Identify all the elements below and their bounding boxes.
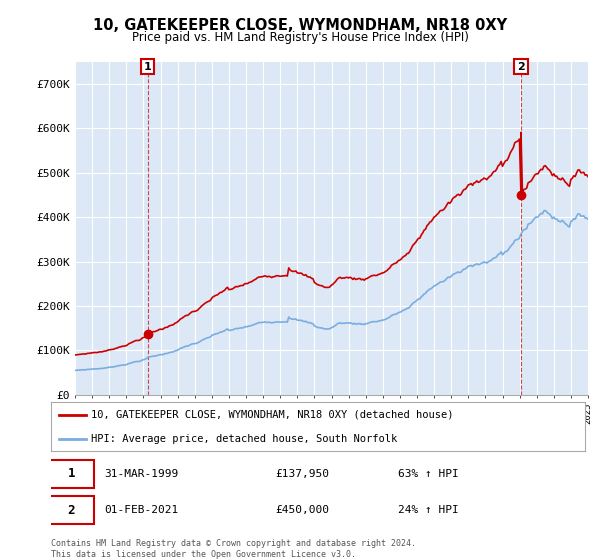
Text: 31-MAR-1999: 31-MAR-1999 — [104, 469, 179, 479]
Text: Price paid vs. HM Land Registry's House Price Index (HPI): Price paid vs. HM Land Registry's House … — [131, 31, 469, 44]
Text: 10, GATEKEEPER CLOSE, WYMONDHAM, NR18 0XY: 10, GATEKEEPER CLOSE, WYMONDHAM, NR18 0X… — [93, 18, 507, 33]
Text: 1: 1 — [68, 467, 75, 480]
Text: 01-FEB-2021: 01-FEB-2021 — [104, 505, 179, 515]
Text: 24% ↑ HPI: 24% ↑ HPI — [398, 505, 459, 515]
Text: 2: 2 — [68, 503, 75, 517]
Text: 2: 2 — [517, 62, 525, 72]
Text: £450,000: £450,000 — [275, 505, 329, 515]
Text: 10, GATEKEEPER CLOSE, WYMONDHAM, NR18 0XY (detached house): 10, GATEKEEPER CLOSE, WYMONDHAM, NR18 0X… — [91, 410, 454, 420]
Text: 1: 1 — [144, 62, 152, 72]
Text: Contains HM Land Registry data © Crown copyright and database right 2024.
This d: Contains HM Land Registry data © Crown c… — [51, 539, 416, 559]
Text: 63% ↑ HPI: 63% ↑ HPI — [398, 469, 459, 479]
Text: HPI: Average price, detached house, South Norfolk: HPI: Average price, detached house, Sout… — [91, 435, 397, 445]
FancyBboxPatch shape — [49, 496, 94, 524]
Text: £137,950: £137,950 — [275, 469, 329, 479]
FancyBboxPatch shape — [49, 460, 94, 488]
